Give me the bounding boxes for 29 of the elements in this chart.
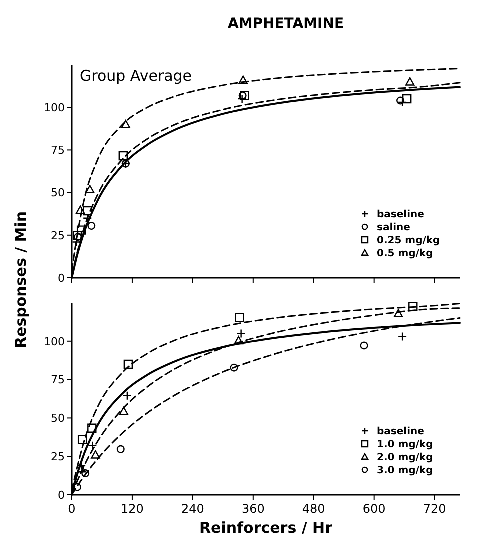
y-tick-label: 25 [51, 450, 65, 464]
y-tick-label: 100 [44, 101, 65, 114]
legend-label: 2.0 mg/kg [377, 452, 434, 464]
x-tick-label: 120 [121, 502, 144, 516]
y-tick-label: 75 [51, 374, 65, 387]
y-tick-label: 50 [51, 186, 65, 200]
legend-label: 0.25 mg/kg [377, 236, 440, 246]
x-tick-label: 240 [181, 502, 204, 516]
annotation: Group Average [80, 67, 192, 85]
y-tick-label: 50 [51, 412, 65, 426]
y-tick-label: 100 [44, 335, 65, 348]
y-axis-title: Responses / Min [12, 211, 30, 349]
x-tick-label: 600 [362, 502, 386, 516]
x-tick-label: 0 [68, 502, 76, 516]
x-tick-label: 480 [302, 502, 326, 516]
legend-label: baseline [377, 426, 425, 438]
y-tick-label: 75 [51, 144, 65, 158]
legend-label: baseline [377, 210, 425, 220]
y-tick-label: 25 [51, 229, 65, 242]
y-tick-label: 0 [58, 488, 65, 502]
x-tick-label: 720 [423, 502, 446, 516]
legend-label: 0.5 mg/kg [377, 248, 434, 260]
chart-title: AMPHETAMINE [228, 16, 344, 32]
legend-label: 1.0 mg/kg [377, 440, 434, 450]
legend-label: 3.0 mg/kg [377, 466, 434, 476]
x-tick-label: 360 [242, 502, 265, 516]
y-tick-label: 0 [58, 272, 65, 285]
x-axis-title: Reinforcers / Hr [199, 519, 334, 537]
legend-label: saline [377, 222, 411, 234]
